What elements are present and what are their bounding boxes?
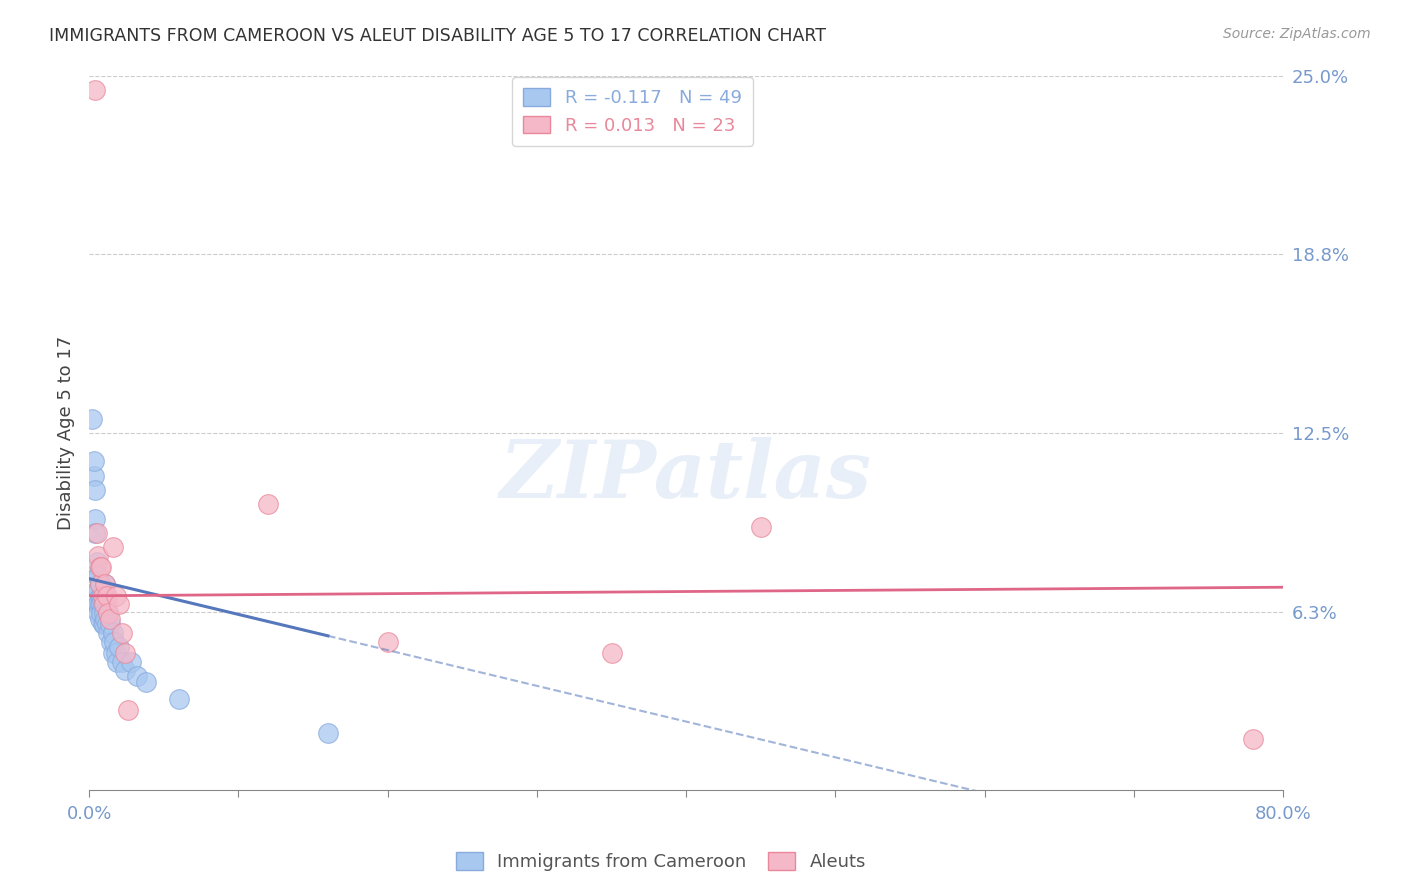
Text: Source: ZipAtlas.com: Source: ZipAtlas.com — [1223, 27, 1371, 41]
Text: IMMIGRANTS FROM CAMEROON VS ALEUT DISABILITY AGE 5 TO 17 CORRELATION CHART: IMMIGRANTS FROM CAMEROON VS ALEUT DISABI… — [49, 27, 827, 45]
Point — [87, 569, 110, 583]
Point — [316, 726, 339, 740]
Point — [87, 583, 110, 598]
Point — [101, 540, 124, 554]
Legend: R = -0.117   N = 49, R = 0.013   N = 23: R = -0.117 N = 49, R = 0.013 N = 23 — [512, 78, 752, 145]
Point — [117, 703, 139, 717]
Point — [97, 606, 120, 620]
Point — [96, 598, 118, 612]
Point — [114, 663, 136, 677]
Point — [91, 598, 114, 612]
Point — [101, 626, 124, 640]
Point — [83, 454, 105, 468]
Point — [84, 511, 107, 525]
Point — [87, 598, 110, 612]
Point — [89, 577, 111, 591]
Y-axis label: Disability Age 5 to 17: Disability Age 5 to 17 — [58, 335, 75, 530]
Point — [89, 589, 111, 603]
Point — [108, 598, 131, 612]
Point — [84, 525, 107, 540]
Point — [90, 606, 112, 620]
Point — [97, 606, 120, 620]
Point — [98, 617, 121, 632]
Point — [103, 634, 125, 648]
Point — [90, 560, 112, 574]
Point — [90, 589, 112, 603]
Point — [80, 411, 103, 425]
Point — [167, 691, 190, 706]
Point — [84, 83, 107, 97]
Point — [120, 655, 142, 669]
Point — [94, 577, 117, 591]
Point — [89, 612, 111, 626]
Point — [87, 549, 110, 563]
Point — [91, 589, 114, 603]
Point — [257, 497, 280, 511]
Text: ZIPatlas: ZIPatlas — [501, 437, 872, 515]
Point — [98, 612, 121, 626]
Point — [135, 674, 157, 689]
Point — [93, 589, 115, 603]
Point — [104, 646, 127, 660]
Point — [96, 589, 118, 603]
Point — [89, 577, 111, 591]
Point — [101, 646, 124, 660]
Point — [125, 669, 148, 683]
Point — [86, 525, 108, 540]
Point — [104, 589, 127, 603]
Point — [89, 560, 111, 574]
Point — [93, 598, 115, 612]
Point — [93, 606, 115, 620]
Point — [91, 583, 114, 598]
Point — [100, 634, 122, 648]
Point — [111, 655, 134, 669]
Point — [96, 617, 118, 632]
Point — [107, 655, 129, 669]
Point — [83, 468, 105, 483]
Point — [91, 617, 114, 632]
Point — [111, 626, 134, 640]
Point — [97, 626, 120, 640]
Point — [86, 569, 108, 583]
Point — [84, 483, 107, 497]
Point — [600, 646, 623, 660]
Point — [108, 640, 131, 655]
Point — [86, 598, 108, 612]
Point — [94, 612, 117, 626]
Point — [377, 634, 399, 648]
Legend: Immigrants from Cameroon, Aleuts: Immigrants from Cameroon, Aleuts — [449, 846, 873, 879]
Point — [114, 646, 136, 660]
Point — [94, 577, 117, 591]
Point — [749, 520, 772, 534]
Point — [1241, 731, 1264, 746]
Point — [93, 617, 115, 632]
Point — [89, 598, 111, 612]
Point — [87, 606, 110, 620]
Point — [86, 554, 108, 568]
Point — [86, 583, 108, 598]
Point — [90, 598, 112, 612]
Point — [94, 589, 117, 603]
